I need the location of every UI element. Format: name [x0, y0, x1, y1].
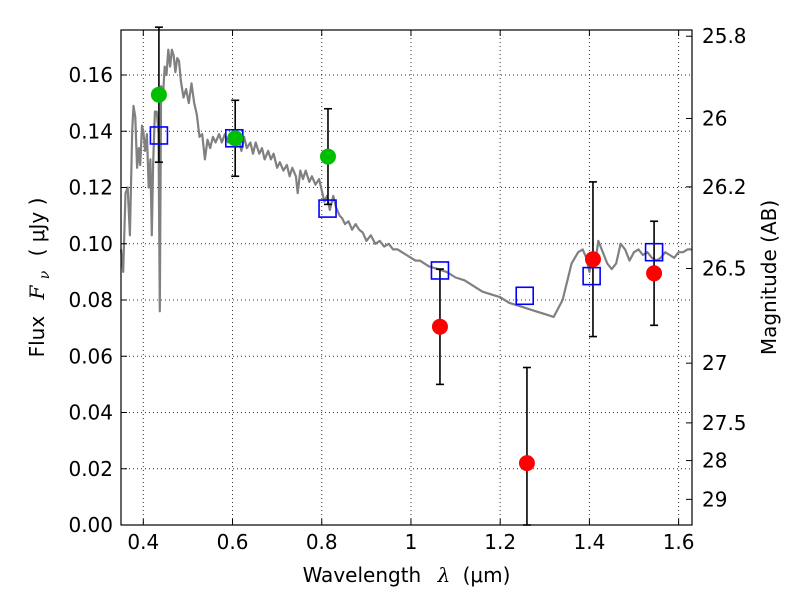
y2-tick-label: 25.8 — [702, 24, 747, 48]
x-axis-label-symbol: λ — [437, 563, 451, 587]
y-axis-label-unit: ( μJy ) — [25, 198, 49, 257]
circle-marker — [518, 455, 535, 472]
square-marker — [515, 286, 535, 306]
x-tick-label: 1.4 — [573, 530, 605, 554]
model-sed — [119, 48, 692, 318]
x-tick-label: 0.4 — [127, 530, 159, 554]
square-marker — [430, 261, 450, 280]
y2-tick-label: 28 — [702, 449, 727, 473]
x-tick-label: 1.6 — [663, 530, 695, 554]
x-tick-label: 0.8 — [306, 530, 338, 554]
y-axis-label-symbol: F — [25, 284, 49, 300]
x-tick-label: 1 — [405, 530, 418, 554]
y-tick-label: 0.16 — [68, 63, 113, 87]
square-marker — [644, 242, 664, 262]
circle-marker — [584, 251, 601, 268]
circle-marker — [227, 130, 244, 147]
y-axis-label-subscript: ν — [37, 270, 53, 279]
plot-frame — [120, 29, 693, 526]
circle-marker — [646, 265, 663, 282]
x-axis-label-unit: (μm) — [463, 563, 511, 587]
y2-axis-label: Magnitude (AB) — [757, 200, 781, 355]
circle-marker — [319, 148, 336, 165]
circle-marker — [150, 86, 167, 103]
y-tick-label: 0.08 — [68, 288, 113, 312]
y2-tick-label: 26.5 — [702, 256, 747, 280]
x-tick-label: 1.2 — [484, 530, 516, 554]
error-bars — [154, 26, 659, 526]
y-axis-label-text: Flux — [25, 316, 49, 358]
y2-tick-label: 26.2 — [702, 175, 747, 199]
x-tick-label: 0.6 — [217, 530, 249, 554]
model-sed-line — [119, 48, 692, 318]
square-marker — [582, 266, 601, 286]
y-axis-label: Flux F ν ( μJy ) — [25, 198, 54, 358]
y-tick-label: 0.00 — [68, 513, 113, 537]
y-tick-label: 0.10 — [68, 232, 113, 256]
y-tick-label: 0.02 — [68, 457, 113, 481]
x-axis-label-text: Wavelength — [303, 563, 422, 587]
y2-tick-label: 29 — [702, 487, 727, 511]
square-marker — [149, 126, 169, 145]
y-tick-label: 0.14 — [68, 119, 113, 143]
square-marker — [318, 199, 337, 218]
y-tick-label: 0.04 — [68, 401, 113, 425]
y2-tick-label: 26 — [702, 106, 727, 130]
y-tick-label: 0.06 — [68, 344, 113, 368]
axis-ticks: 0.4 0.6 0.8 1 1.2 1.4 1.6 0.00 0.02 0.04 0.06 0.08 0… — [68, 24, 746, 554]
data-markers — [149, 86, 664, 472]
grid — [121, 30, 692, 526]
circle-marker — [431, 318, 448, 335]
y2-tick-label: 27 — [702, 351, 727, 375]
y2-tick-label: 27.5 — [702, 411, 747, 435]
y-tick-label: 0.12 — [68, 176, 113, 200]
axis-labels: Wavelength λ (μm) Flux F ν ( μJy ) Magni… — [25, 198, 781, 587]
x-axis-label: Wavelength λ (μm) — [303, 563, 511, 587]
